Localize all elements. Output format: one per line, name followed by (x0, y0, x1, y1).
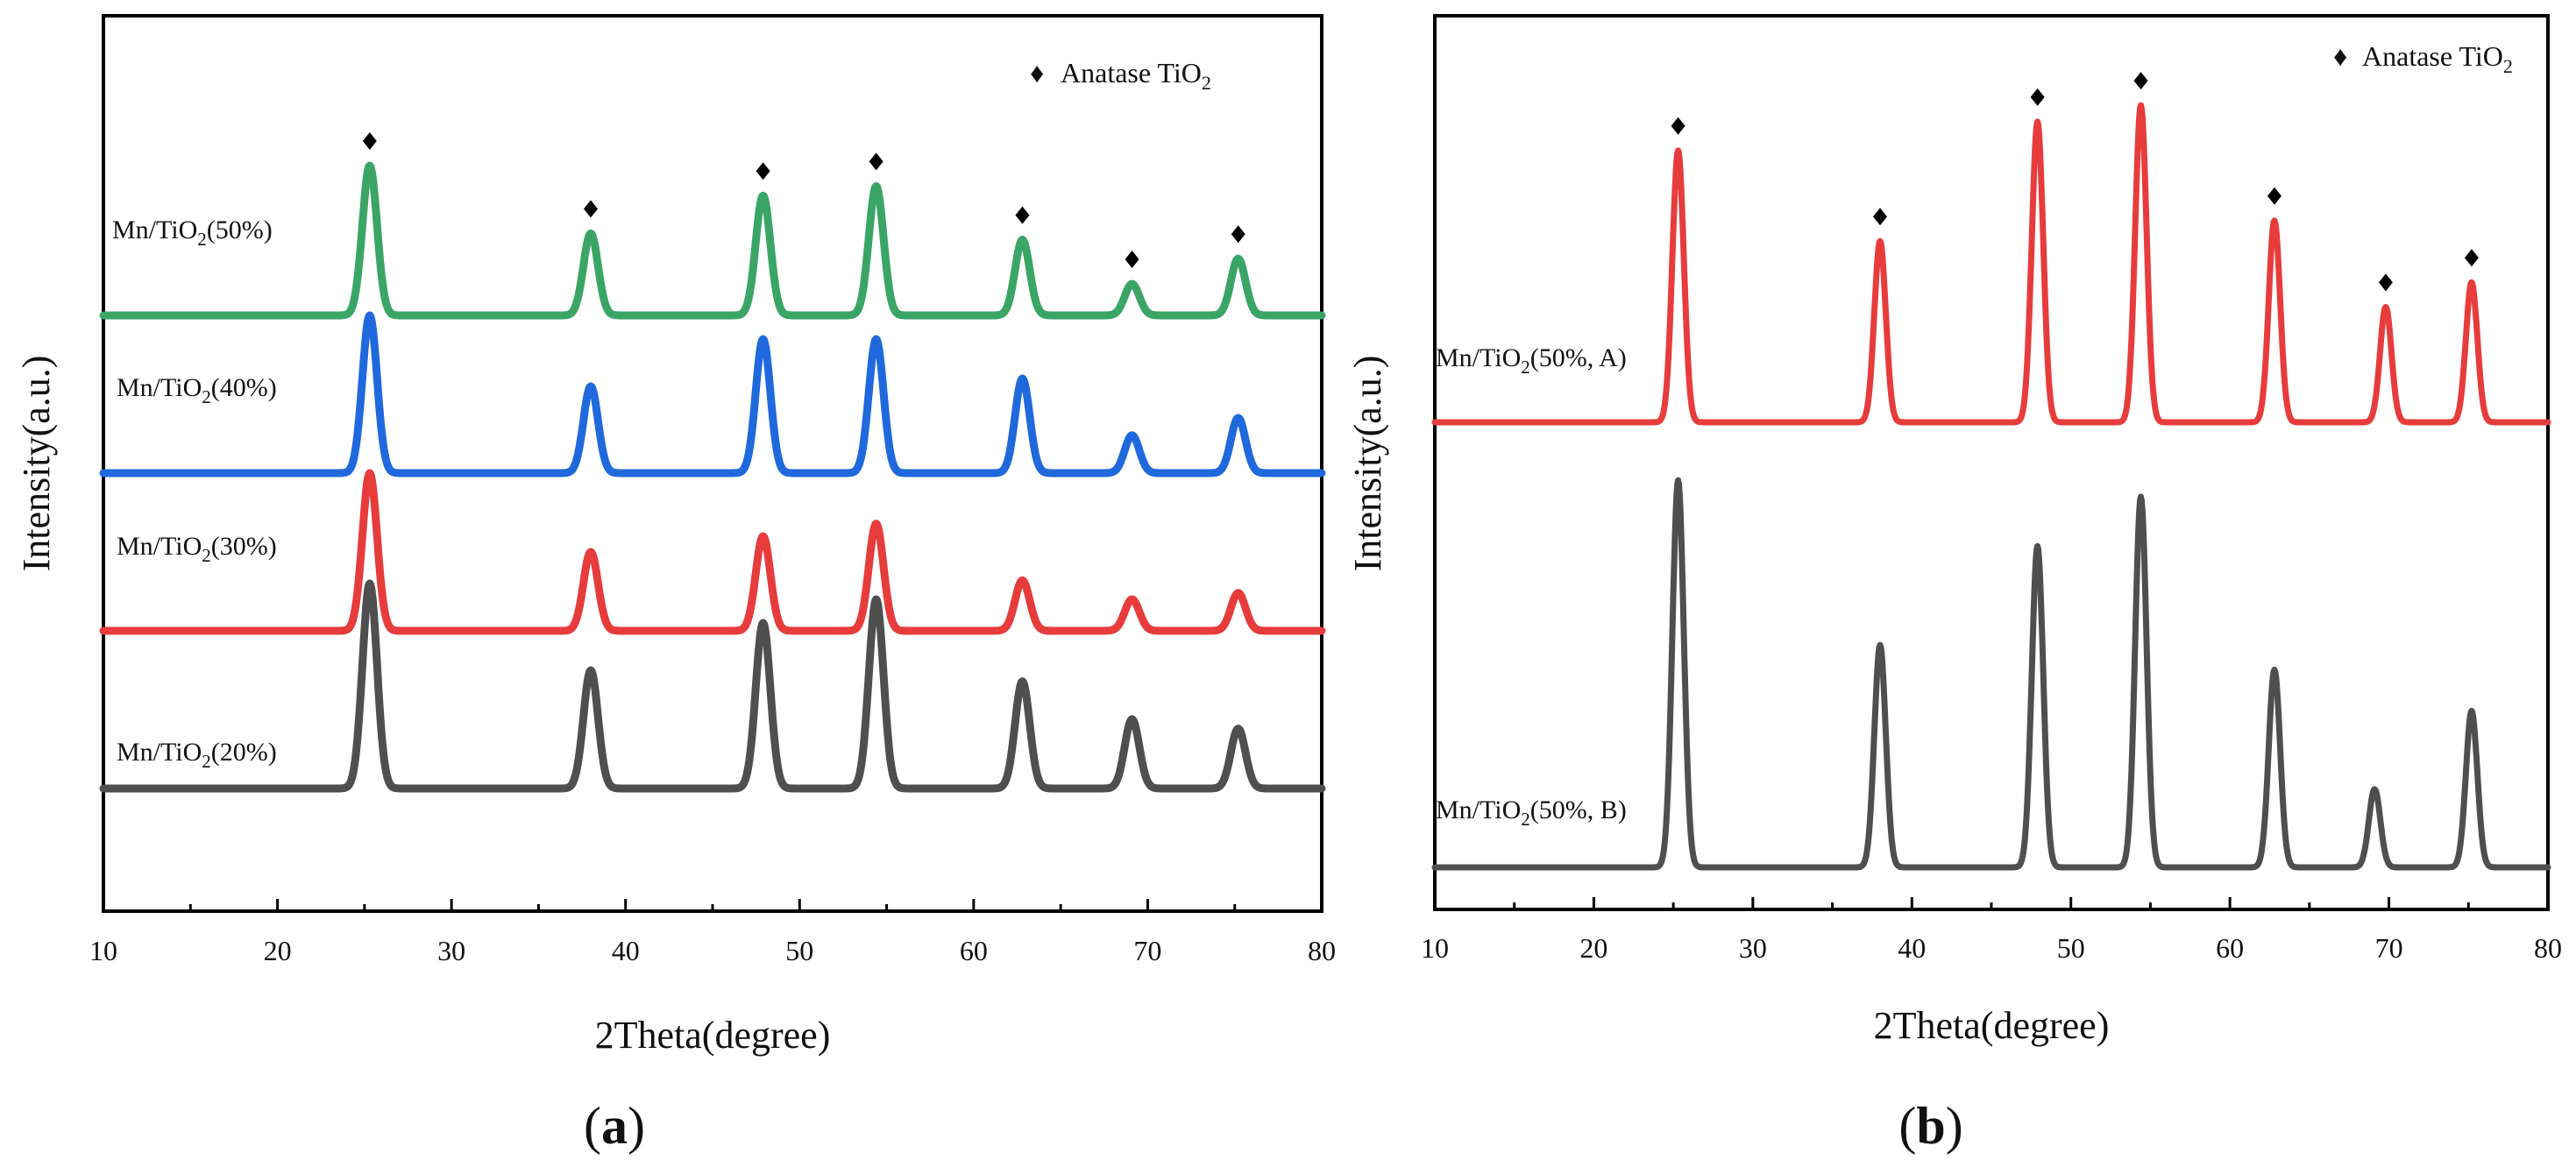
x-ticks-b: 10 20 30 40 50 60 70 80 (1421, 897, 2562, 964)
peak-marker-a-0 (362, 132, 377, 150)
peak-marker-b-2 (2030, 88, 2045, 106)
peak-markers-a (362, 132, 1245, 268)
legend-b-main: Anatase TiO (2362, 40, 2503, 72)
peak-marker-b-3 (2133, 72, 2148, 90)
series-label-a-40: Mn/TiO2(40%) (117, 373, 277, 407)
legend-b-sub: 2 (2503, 55, 2513, 77)
x-axis-title-a: 2Theta(degree) (595, 1014, 831, 1057)
legend-a-main: Anatase TiO (1061, 57, 1202, 88)
x-tick-label-b-1: 20 (1579, 932, 1607, 964)
x-tick-label-b-5: 60 (2216, 932, 2244, 964)
series-label-a-20: Mn/TiO2(20%) (117, 738, 277, 772)
x-tick-label-b-4: 50 (2057, 932, 2085, 964)
peak-marker-b-0 (1671, 117, 1685, 135)
traces-b (1431, 102, 2551, 871)
peak-marker-b-1 (1873, 208, 1887, 226)
legend-a-marker: ♦ (1030, 57, 1044, 88)
series-line-b-0 (1431, 102, 2551, 426)
x-tick-label-a-4: 50 (785, 935, 813, 966)
x-tick-label-b-0: 10 (1421, 932, 1449, 964)
x-tick-label-b-2: 30 (1739, 932, 1767, 964)
x-tick-label-a-7: 80 (1308, 935, 1336, 966)
x-tick-label-b-6: 70 (2375, 932, 2403, 964)
peak-marker-b-4 (2267, 187, 2281, 205)
plot-frame-a (102, 14, 1323, 913)
peak-marker-a-4 (1015, 206, 1030, 224)
y-axis-title-a: Intensity(a.u.) (15, 356, 58, 572)
x-tick-label-a-6: 70 (1133, 935, 1161, 966)
peak-marker-a-3 (869, 152, 884, 171)
series-line-b-1 (1431, 477, 2551, 871)
legend-a-text: Anatase TiO2 (1061, 57, 1211, 94)
x-tick-label-a-1: 20 (264, 935, 292, 966)
series-label-a-50: Mn/TiO2(50%) (112, 216, 273, 250)
panel-a: 10 20 30 40 50 60 70 80 ♦ Anatase TiO2 Mn/TiO2(… (15, 14, 1336, 1155)
panel-label-a: (a) (584, 1097, 645, 1155)
x-ticks-a: 10 20 30 40 50 60 70 80 (89, 899, 1336, 966)
x-tick-label-b-3: 40 (1898, 932, 1926, 964)
series-line-a-1 (99, 311, 1326, 477)
peak-marker-a-2 (756, 162, 770, 180)
series-label-a-30: Mn/TiO2(30%) (117, 532, 277, 566)
panel-b: 10 20 30 40 50 60 70 80 ♦ Anatase TiO2 Mn/TiO2(… (1346, 14, 2562, 1155)
series-label-b-A: Mn/TiO2(50%, A) (1436, 343, 1627, 378)
peak-marker-a-6 (1231, 225, 1245, 244)
x-axis-title-b: 2Theta(degree) (1874, 1004, 2110, 1047)
legend-a: ♦ Anatase TiO2 (1030, 57, 1211, 94)
panel-label-b: (b) (1898, 1097, 1962, 1155)
traces-a (99, 161, 1326, 793)
peak-marker-b-5 (2378, 273, 2393, 292)
x-tick-label-a-0: 10 (89, 935, 117, 966)
peak-marker-a-5 (1125, 251, 1139, 268)
y-axis-title-b: Intensity(a.u.) (1346, 356, 1389, 572)
peak-markers-b (1671, 72, 2479, 292)
series-line-a-2 (99, 469, 1326, 635)
peak-marker-b-6 (2464, 249, 2479, 267)
x-tick-label-a-3: 40 (612, 935, 640, 966)
x-tick-label-a-2: 30 (437, 935, 465, 966)
plot-frame-b (1433, 14, 2550, 911)
x-tick-label-a-5: 60 (960, 935, 988, 966)
series-line-a-3 (99, 579, 1326, 793)
legend-b: ♦ Anatase TiO2 (2333, 40, 2513, 77)
x-tick-label-b-7: 80 (2534, 932, 2562, 964)
legend-b-marker: ♦ (2333, 40, 2347, 72)
legend-b-text: Anatase TiO2 (2362, 40, 2513, 77)
series-label-b-B: Mn/TiO2(50%, B) (1436, 796, 1627, 830)
legend-a-sub: 2 (1202, 72, 1211, 94)
peak-marker-a-1 (584, 200, 598, 218)
series-line-a-0 (99, 161, 1326, 320)
